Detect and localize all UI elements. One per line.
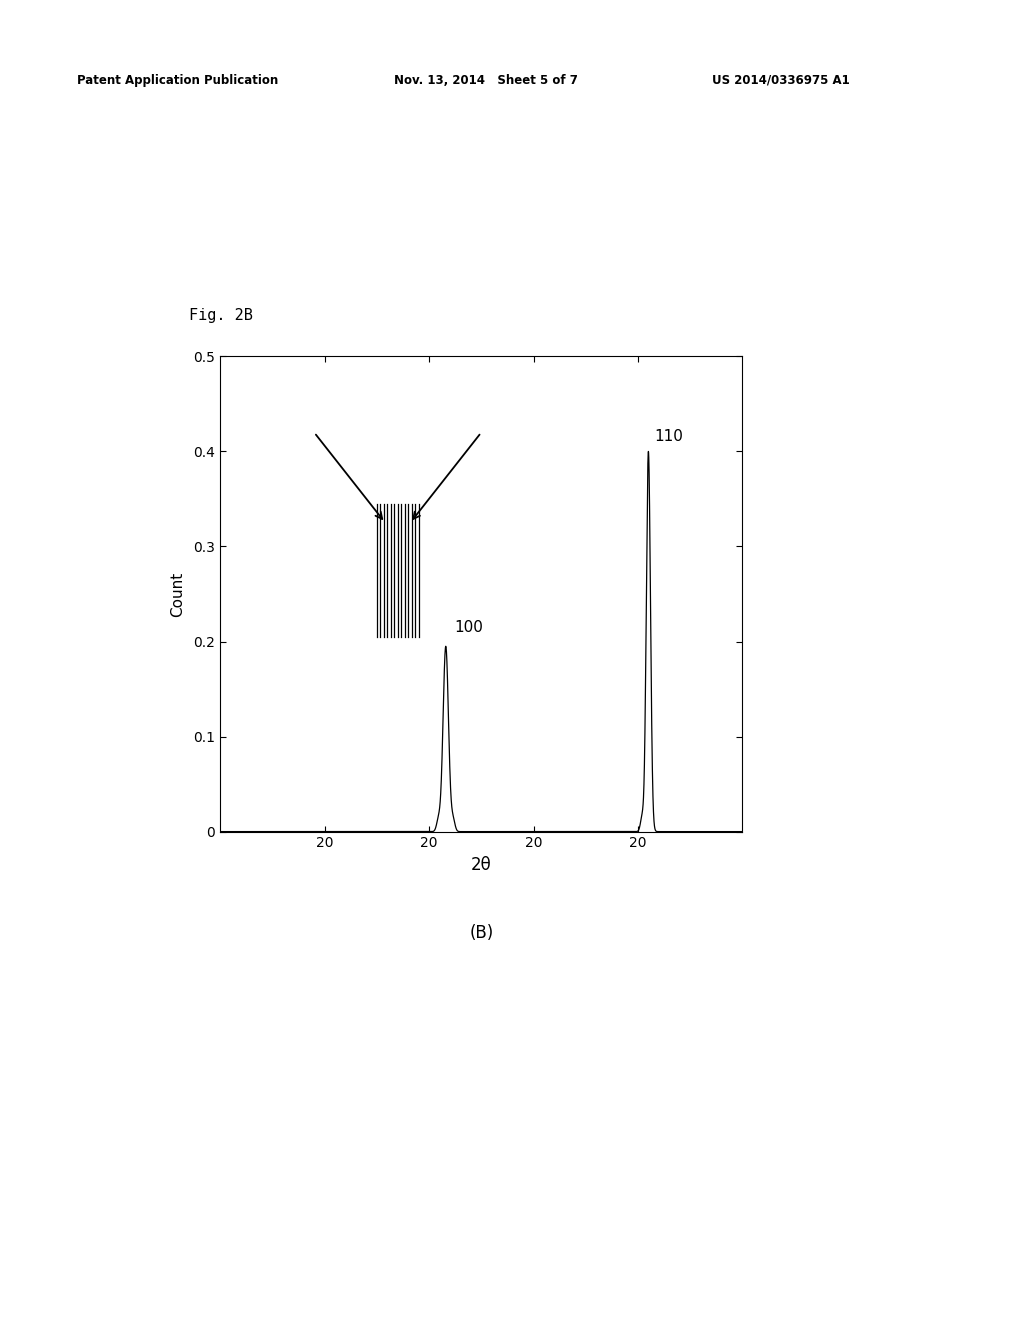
Text: Patent Application Publication: Patent Application Publication	[77, 74, 279, 87]
Text: Fig. 2B: Fig. 2B	[189, 309, 253, 323]
Text: 100: 100	[454, 620, 483, 635]
Text: Nov. 13, 2014   Sheet 5 of 7: Nov. 13, 2014 Sheet 5 of 7	[394, 74, 579, 87]
Text: US 2014/0336975 A1: US 2014/0336975 A1	[712, 74, 850, 87]
Y-axis label: Count: Count	[170, 572, 185, 616]
X-axis label: 2θ: 2θ	[471, 855, 492, 874]
Text: (B): (B)	[469, 924, 494, 942]
Text: 110: 110	[654, 429, 684, 444]
